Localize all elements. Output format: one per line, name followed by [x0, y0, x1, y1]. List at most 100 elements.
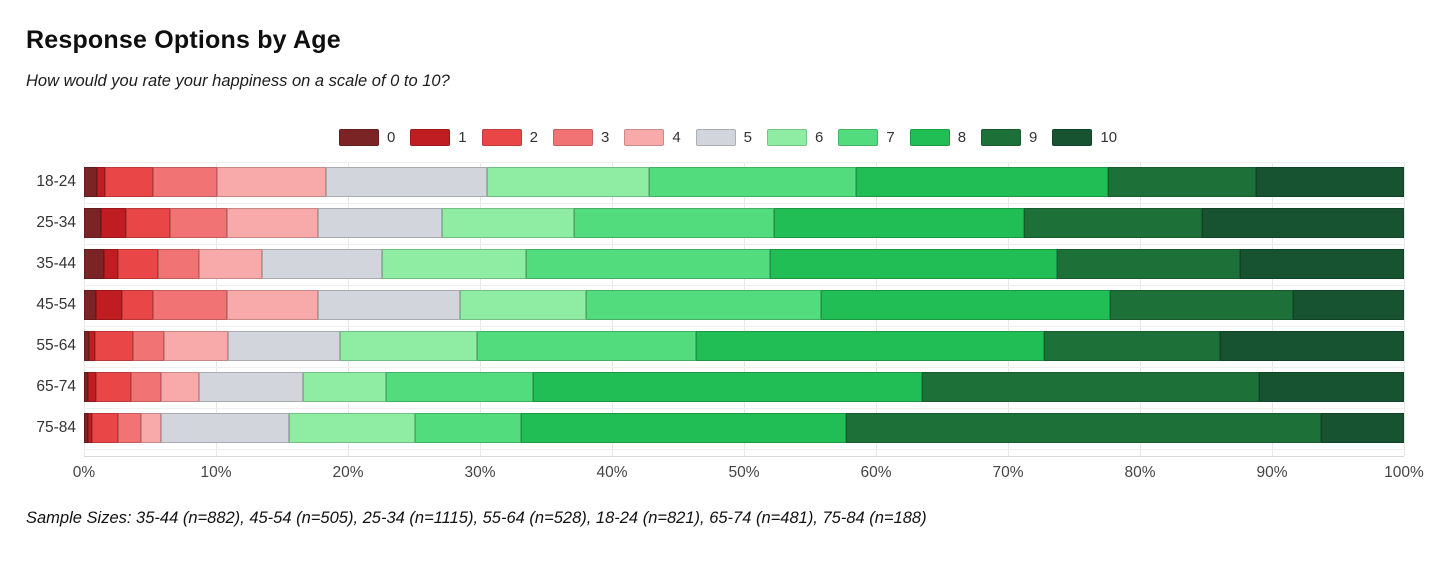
bar-segment-55-64-rating-9[interactable] [1043, 331, 1221, 361]
bar-segment-75-84-rating-0[interactable] [84, 413, 88, 443]
bar-segment-25-34-rating-10[interactable] [1201, 208, 1404, 238]
bar-segment-65-74-rating-3[interactable] [131, 372, 161, 402]
bar-segment-55-64-rating-4[interactable] [164, 331, 228, 361]
bar-segment-65-74-rating-0[interactable] [84, 372, 88, 402]
gridline [84, 367, 1404, 368]
bar-segment-75-84-rating-5[interactable] [160, 413, 289, 443]
bar-segment-18-24-rating-7[interactable] [648, 167, 857, 197]
bar-segment-18-24-rating-4[interactable] [217, 167, 326, 197]
bar-segment-65-74-rating-9[interactable] [922, 372, 1259, 402]
bar-segment-75-84-rating-7[interactable] [415, 413, 521, 443]
bar-segment-65-74-rating-10[interactable] [1258, 372, 1404, 402]
bar-segment-45-54-rating-9[interactable] [1109, 290, 1294, 320]
bar-segment-65-74-rating-8[interactable] [532, 372, 923, 402]
legend-item-7[interactable]: 7 [838, 129, 895, 146]
bar-segment-35-44-rating-3[interactable] [157, 249, 199, 279]
bar-segment-75-84-rating-3[interactable] [118, 413, 141, 443]
bar-segment-55-64-rating-5[interactable] [227, 331, 341, 361]
legend-item-8[interactable]: 8 [909, 129, 967, 146]
bar-segment-55-64-rating-3[interactable] [132, 331, 165, 361]
bar-segment-45-54-rating-1[interactable] [95, 290, 123, 320]
bar-segment-35-44-rating-9[interactable] [1056, 249, 1241, 279]
bar-segment-35-44-rating-0[interactable] [84, 249, 104, 279]
legend-item-9[interactable]: 9 [981, 129, 1037, 146]
bar-segment-35-44-rating-7[interactable] [526, 249, 771, 279]
y-axis-label-45-54: 45-54 [36, 296, 76, 313]
bar-segment-18-24-rating-5[interactable] [325, 167, 487, 197]
bar-segment-18-24-rating-2[interactable] [105, 167, 153, 197]
bar-segment-55-64-rating-8[interactable] [696, 331, 1044, 361]
bar-segment-55-64-rating-1[interactable] [89, 331, 95, 361]
bar-segment-25-34-rating-3[interactable] [169, 208, 227, 238]
bar-segment-35-44-rating-5[interactable] [262, 249, 383, 279]
bar-segment-25-34-rating-4[interactable] [226, 208, 318, 238]
legend-item-0[interactable]: 0 [338, 129, 395, 146]
bar-segment-55-64-rating-0[interactable] [84, 331, 90, 361]
bar-segment-75-84-rating-6[interactable] [288, 413, 416, 443]
bar-segment-75-84-rating-8[interactable] [520, 413, 846, 443]
bar-segment-18-24-rating-9[interactable] [1108, 167, 1257, 197]
legend-label: 3 [600, 129, 610, 146]
bar-segment-35-44-rating-6[interactable] [382, 249, 527, 279]
bar-segment-25-34-rating-1[interactable] [101, 208, 127, 238]
legend-item-2[interactable]: 2 [481, 129, 538, 146]
bar-segment-45-54-rating-10[interactable] [1293, 290, 1404, 320]
bar-segment-45-54-rating-3[interactable] [152, 290, 227, 320]
legend-item-4[interactable]: 4 [624, 129, 681, 146]
gridline [84, 285, 1404, 286]
legend-item-6[interactable]: 6 [767, 129, 823, 146]
bar-segment-25-34-rating-9[interactable] [1023, 208, 1202, 238]
legend-item-3[interactable]: 3 [552, 129, 610, 146]
bar-segment-65-74-rating-6[interactable] [303, 372, 387, 402]
x-tick-100: 100% [1384, 464, 1424, 481]
bar-segment-25-34-rating-6[interactable] [441, 208, 574, 238]
bar-segment-45-54-rating-0[interactable] [84, 290, 96, 320]
bar-segment-35-44-rating-2[interactable] [118, 249, 158, 279]
legend-item-5[interactable]: 5 [695, 129, 752, 146]
x-tick-40: 40% [596, 464, 628, 481]
bar-segment-18-24-rating-3[interactable] [152, 167, 218, 197]
bar-segment-25-34-rating-8[interactable] [774, 208, 1024, 238]
bar-segment-65-74-rating-2[interactable] [95, 372, 132, 402]
legend-swatch-icon [981, 129, 1022, 146]
bar-segment-45-54-rating-2[interactable] [122, 290, 153, 320]
bar-segment-25-34-rating-5[interactable] [317, 208, 442, 238]
bar-segment-45-54-rating-8[interactable] [820, 290, 1110, 320]
bar-segment-35-44-rating-10[interactable] [1240, 249, 1404, 279]
bar-segment-45-54-rating-4[interactable] [226, 290, 318, 320]
bar-segment-75-84-rating-2[interactable] [91, 413, 119, 443]
bar-segment-45-54-rating-7[interactable] [585, 290, 821, 320]
bar-segment-55-64-rating-2[interactable] [94, 331, 133, 361]
legend-swatch-icon [838, 129, 879, 146]
bar-segment-75-84-rating-9[interactable] [845, 413, 1321, 443]
bar-segment-45-54-rating-6[interactable] [460, 290, 586, 320]
x-tick-90: 90% [1256, 464, 1288, 481]
bar-row-45-54 [84, 290, 1404, 320]
bar-segment-18-24-rating-8[interactable] [856, 167, 1109, 197]
bar-segment-55-64-rating-6[interactable] [340, 331, 478, 361]
bar-segment-18-24-rating-0[interactable] [84, 167, 98, 197]
legend-label: 8 [957, 129, 967, 146]
bar-segment-65-74-rating-7[interactable] [386, 372, 533, 402]
bar-segment-25-34-rating-7[interactable] [573, 208, 775, 238]
bar-segment-35-44-rating-1[interactable] [103, 249, 119, 279]
bar-segment-18-24-rating-10[interactable] [1256, 167, 1404, 197]
bar-segment-75-84-rating-4[interactable] [140, 413, 161, 443]
bar-segment-18-24-rating-1[interactable] [97, 167, 106, 197]
legend-item-10[interactable]: 10 [1052, 129, 1117, 146]
bar-segment-25-34-rating-2[interactable] [126, 208, 170, 238]
bar-segment-45-54-rating-5[interactable] [317, 290, 461, 320]
bar-segment-75-84-rating-1[interactable] [87, 413, 92, 443]
bar-segment-55-64-rating-7[interactable] [477, 331, 697, 361]
bar-segment-65-74-rating-1[interactable] [87, 372, 96, 402]
bar-segment-55-64-rating-10[interactable] [1220, 331, 1404, 361]
bar-segment-18-24-rating-6[interactable] [486, 167, 649, 197]
bar-segment-65-74-rating-5[interactable] [198, 372, 304, 402]
bar-segment-65-74-rating-4[interactable] [160, 372, 199, 402]
bar-segment-25-34-rating-0[interactable] [84, 208, 102, 238]
bar-segment-35-44-rating-4[interactable] [198, 249, 263, 279]
bar-segment-75-84-rating-10[interactable] [1320, 413, 1404, 443]
bar-segment-35-44-rating-8[interactable] [770, 249, 1057, 279]
legend-swatch-icon [1052, 129, 1093, 146]
legend-item-1[interactable]: 1 [410, 129, 467, 146]
